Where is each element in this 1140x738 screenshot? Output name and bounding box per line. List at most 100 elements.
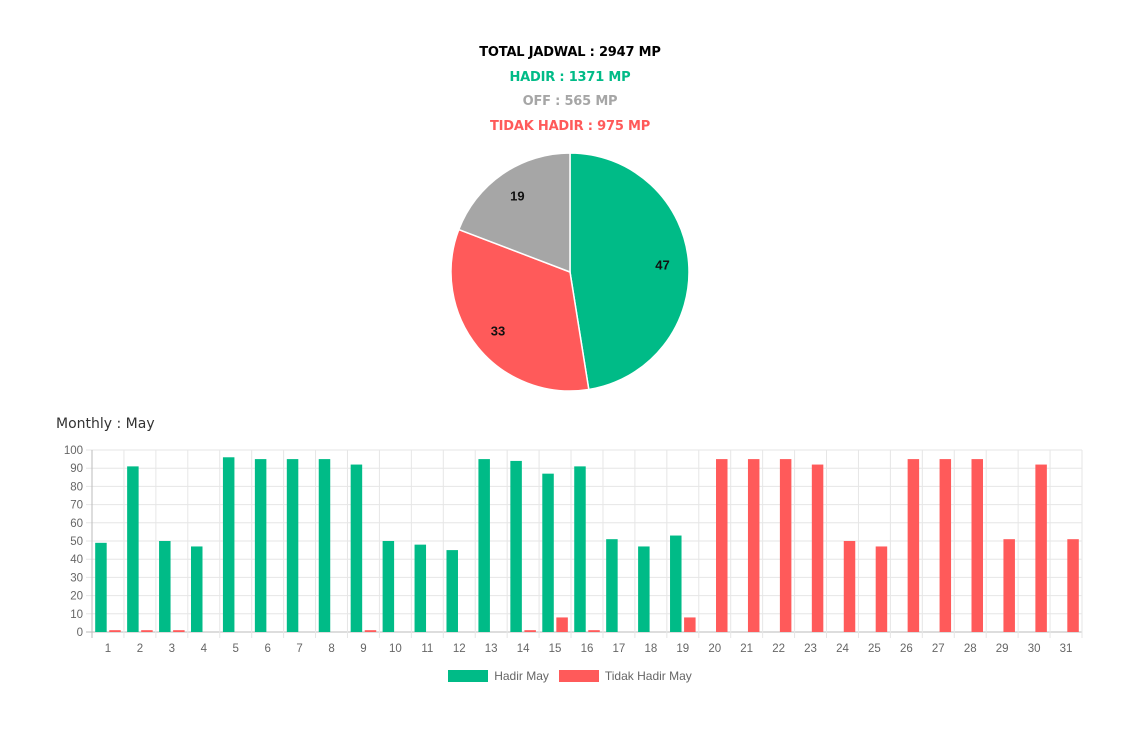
bar-tidak-hadir-28[interactable] — [971, 459, 983, 632]
bar-tidak-hadir-20[interactable] — [716, 459, 728, 632]
bar-tidak-hadir-15[interactable] — [556, 617, 568, 632]
bar-tidak-hadir-30[interactable] — [1035, 464, 1047, 632]
bar-tidak-hadir-25[interactable] — [875, 546, 888, 632]
bar-hadir-12[interactable] — [446, 550, 458, 632]
bar-hadir-6[interactable] — [254, 459, 267, 632]
bar-hadir-2[interactable] — [127, 466, 139, 632]
legend-item-hadir[interactable]: Hadir May — [448, 669, 549, 683]
legend-item-tidak-hadir[interactable]: Tidak Hadir May — [558, 669, 692, 683]
legend-swatch-tidak-hadir — [558, 670, 599, 682]
bar-hadir-19[interactable] — [670, 535, 682, 632]
x-tick-label: 22 — [772, 643, 785, 655]
pie-slice-label-2: 19 — [510, 189, 524, 204]
x-tick-label: 27 — [932, 643, 945, 655]
bar-legend: Hadir May Tidak Hadir May — [0, 669, 1140, 683]
bar-tidak-hadir-24[interactable] — [843, 541, 856, 632]
x-tick-label: 10 — [389, 643, 402, 655]
bar-tidak-hadir-29[interactable] — [1003, 539, 1015, 632]
bar-tidak-hadir-26[interactable] — [907, 459, 920, 632]
bar-hadir-16[interactable] — [574, 466, 586, 632]
y-tick-label: 10 — [70, 609, 83, 621]
bar-tidak-hadir-2[interactable] — [141, 630, 153, 632]
bar-tidak-hadir-19[interactable] — [684, 617, 696, 632]
x-tick-label: 13 — [485, 643, 498, 655]
bar-tidak-hadir-27[interactable] — [939, 459, 952, 632]
x-tick-label: 4 — [201, 643, 208, 655]
x-tick-label: 24 — [836, 643, 849, 655]
pie-slice-label-0: 47 — [655, 258, 669, 273]
x-tick-label: 26 — [900, 643, 913, 655]
x-tick-label: 6 — [264, 643, 270, 655]
x-tick-label: 2 — [137, 643, 143, 655]
x-tick-label: 23 — [804, 643, 817, 655]
bar-hadir-3[interactable] — [159, 541, 171, 632]
x-tick-label: 12 — [453, 643, 466, 655]
pie-slice-label-1: 33 — [491, 324, 505, 339]
bar-hadir-18[interactable] — [638, 546, 650, 632]
y-tick-label: 50 — [70, 536, 83, 548]
x-tick-label: 3 — [169, 643, 175, 655]
bar-hadir-9[interactable] — [350, 464, 363, 632]
tidak-hadir-label: TIDAK HADIR : 975 MP — [489, 119, 651, 134]
x-tick-label: 17 — [613, 643, 626, 655]
bar-tidak-hadir-16[interactable] — [588, 630, 600, 632]
bar-hadir-10[interactable] — [382, 541, 395, 632]
bar-hadir-17[interactable] — [606, 539, 618, 632]
bar-hadir-15[interactable] — [542, 473, 554, 632]
y-tick-label: 70 — [70, 500, 83, 512]
x-tick-label: 8 — [328, 643, 334, 655]
x-tick-label: 18 — [644, 643, 657, 655]
bar-hadir-4[interactable] — [191, 546, 203, 632]
x-tick-label: 11 — [421, 643, 433, 655]
x-tick-label: 15 — [549, 643, 562, 655]
y-tick-label: 30 — [70, 572, 83, 584]
bar-hadir-7[interactable] — [286, 459, 299, 632]
bar-hadir-13[interactable] — [478, 459, 490, 632]
legend-swatch-hadir — [448, 670, 489, 682]
y-tick-label: 40 — [70, 554, 83, 566]
pie-chart: 47 33 19 — [450, 152, 690, 392]
bar-tidak-hadir-1[interactable] — [109, 630, 121, 632]
bar-tidak-hadir-3[interactable] — [173, 630, 185, 632]
x-tick-label: 21 — [740, 643, 753, 655]
bar-hadir-5[interactable] — [222, 457, 235, 632]
x-tick-label: 30 — [1028, 643, 1041, 655]
y-tick-label: 0 — [77, 627, 83, 639]
bar-tidak-hadir-23[interactable] — [811, 464, 824, 632]
bar-hadir-14[interactable] — [510, 460, 522, 632]
bar-tidak-hadir-9[interactable] — [364, 630, 377, 632]
x-tick-label: 20 — [708, 643, 721, 655]
pie-slice-1[interactable] — [450, 228, 590, 392]
x-tick-label: 31 — [1060, 643, 1073, 655]
bar-tidak-hadir-14[interactable] — [524, 630, 536, 632]
pie-slice-0[interactable] — [569, 152, 690, 391]
total-jadwal-label: TOTAL JADWAL : 2947 MP — [479, 45, 661, 60]
x-tick-label: 29 — [996, 643, 1009, 655]
bar-tidak-hadir-22[interactable] — [779, 459, 792, 632]
monthly-title: Monthly : May — [56, 416, 155, 432]
y-tick-label: 100 — [64, 445, 83, 457]
legend-label-tidak-hadir: Tidak Hadir May — [604, 669, 692, 683]
legend-label-hadir: Hadir May — [494, 669, 549, 683]
x-tick-label: 5 — [233, 643, 239, 655]
x-tick-label: 16 — [581, 643, 594, 655]
x-tick-label: 28 — [964, 643, 977, 655]
x-tick-label: 14 — [517, 643, 530, 655]
hadir-label: HADIR : 1371 MP — [509, 70, 631, 85]
bar-tidak-hadir-31[interactable] — [1067, 539, 1079, 632]
bar-hadir-1[interactable] — [95, 542, 107, 632]
pie-slice-2[interactable] — [457, 152, 571, 274]
x-tick-label: 1 — [105, 643, 111, 655]
y-tick-label: 20 — [70, 591, 83, 603]
x-tick-label: 9 — [360, 643, 366, 655]
y-tick-label: 90 — [70, 463, 83, 475]
bar-tidak-hadir-21[interactable] — [747, 459, 760, 632]
y-tick-label: 60 — [70, 518, 83, 530]
bar-hadir-11[interactable] — [414, 544, 427, 632]
x-tick-label: 19 — [676, 643, 689, 655]
x-tick-label: 25 — [868, 643, 881, 655]
bar-hadir-8[interactable] — [318, 459, 331, 632]
x-tick-label: 7 — [296, 643, 302, 655]
off-label: OFF : 565 MP — [522, 94, 618, 109]
